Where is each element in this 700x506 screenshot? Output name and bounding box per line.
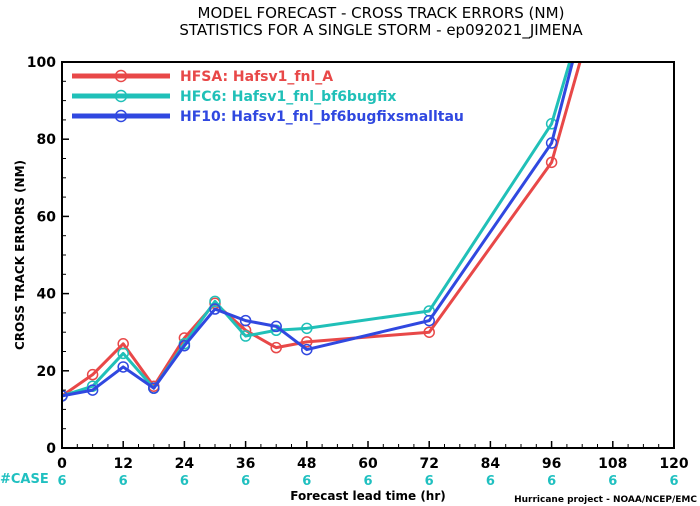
- y-axis-ticks: 0 20 40 60 80 100: [27, 55, 69, 457]
- data-point: [301, 343, 313, 356]
- x-tick-label: 36: [236, 456, 255, 472]
- legend-label: HFSA: Hafsv1_fnl_A: [180, 69, 333, 85]
- data-point: [178, 339, 191, 352]
- x-axis-label: Forecast lead time (hr): [290, 489, 446, 503]
- series-line: [62, 62, 575, 398]
- chart-subtitle: STATISTICS FOR A SINGLE STORM - ep092021…: [179, 21, 583, 40]
- data-point: [62, 390, 68, 402]
- case-count: 6: [57, 474, 66, 489]
- case-count-row: 6 6 6 6 6 6 6 6 6 6 6: [57, 474, 678, 489]
- data-point: [239, 314, 252, 327]
- y-tick-label: 40: [37, 287, 57, 303]
- x-tick-label: 60: [358, 456, 378, 472]
- y-tick-label: 60: [37, 209, 57, 225]
- y-tick-label: 0: [46, 441, 56, 457]
- y-tick-label: 100: [27, 55, 56, 71]
- y-tick-label: 20: [37, 364, 57, 380]
- data-point: [117, 361, 129, 373]
- legend-swatch-marker: [114, 69, 128, 83]
- data-point: [117, 347, 129, 360]
- x-tick-label: 84: [481, 456, 501, 472]
- data-point: [209, 295, 221, 308]
- case-count: 6: [180, 474, 189, 489]
- data-point: [209, 303, 221, 315]
- data-point: [301, 336, 313, 348]
- case-count: 6: [425, 474, 434, 489]
- data-point: [86, 384, 99, 396]
- chart-title: MODEL FORECAST - CROSS TRACK ERRORS (NM): [198, 4, 565, 22]
- legend-label: HFC6: Hafsv1_fnl_bf6bugfix: [180, 89, 396, 105]
- legend: HFSA: Hafsv1_fnl_A HFC6: Hafsv1_fnl_bf6bu…: [72, 69, 464, 125]
- y-tick-label: 80: [37, 132, 57, 148]
- data-point: [270, 320, 282, 333]
- case-count: 6: [363, 474, 372, 489]
- case-count: 6: [241, 474, 250, 489]
- data-point: [545, 156, 558, 169]
- x-tick-label: 120: [659, 456, 688, 472]
- x-tick-label: 0: [57, 456, 67, 472]
- x-tick-label: 96: [542, 456, 561, 472]
- data-point: [423, 326, 435, 338]
- case-count: 6: [547, 474, 556, 489]
- x-tick-label: 108: [598, 456, 627, 472]
- credit-text: Hurricane project - NOAA/NCEP/EMC: [514, 495, 697, 505]
- data-point: [423, 314, 435, 327]
- data-point: [301, 322, 313, 335]
- series-line: [62, 62, 572, 398]
- legend-label: HF10: Hafsv1_fnl_bf6bugfixsmalltau: [180, 109, 464, 125]
- case-count: 6: [486, 474, 495, 489]
- data-point: [239, 330, 252, 342]
- data-point: [148, 382, 160, 394]
- legend-swatch-marker: [114, 109, 128, 123]
- x-tick-label: 48: [297, 456, 316, 472]
- case-count: 6: [302, 474, 311, 489]
- case-label: #CASE: [0, 472, 49, 487]
- x-tick-label: 72: [419, 456, 438, 472]
- x-tick-label: 24: [175, 456, 195, 472]
- y-axis-label: CROSS TRACK ERRORS (NM): [13, 160, 27, 350]
- case-count: 6: [608, 474, 617, 489]
- case-count: 6: [119, 474, 128, 489]
- x-tick-label: 12: [113, 456, 132, 472]
- series-layer: [62, 62, 582, 402]
- legend-swatch-marker: [114, 89, 128, 103]
- data-point: [86, 368, 99, 381]
- data-point: [545, 137, 558, 149]
- case-count: 6: [669, 474, 678, 489]
- x-axis-ticks: 0 12 24 36 48 60 72 84 96 108 120: [57, 441, 689, 472]
- data-point: [270, 341, 282, 354]
